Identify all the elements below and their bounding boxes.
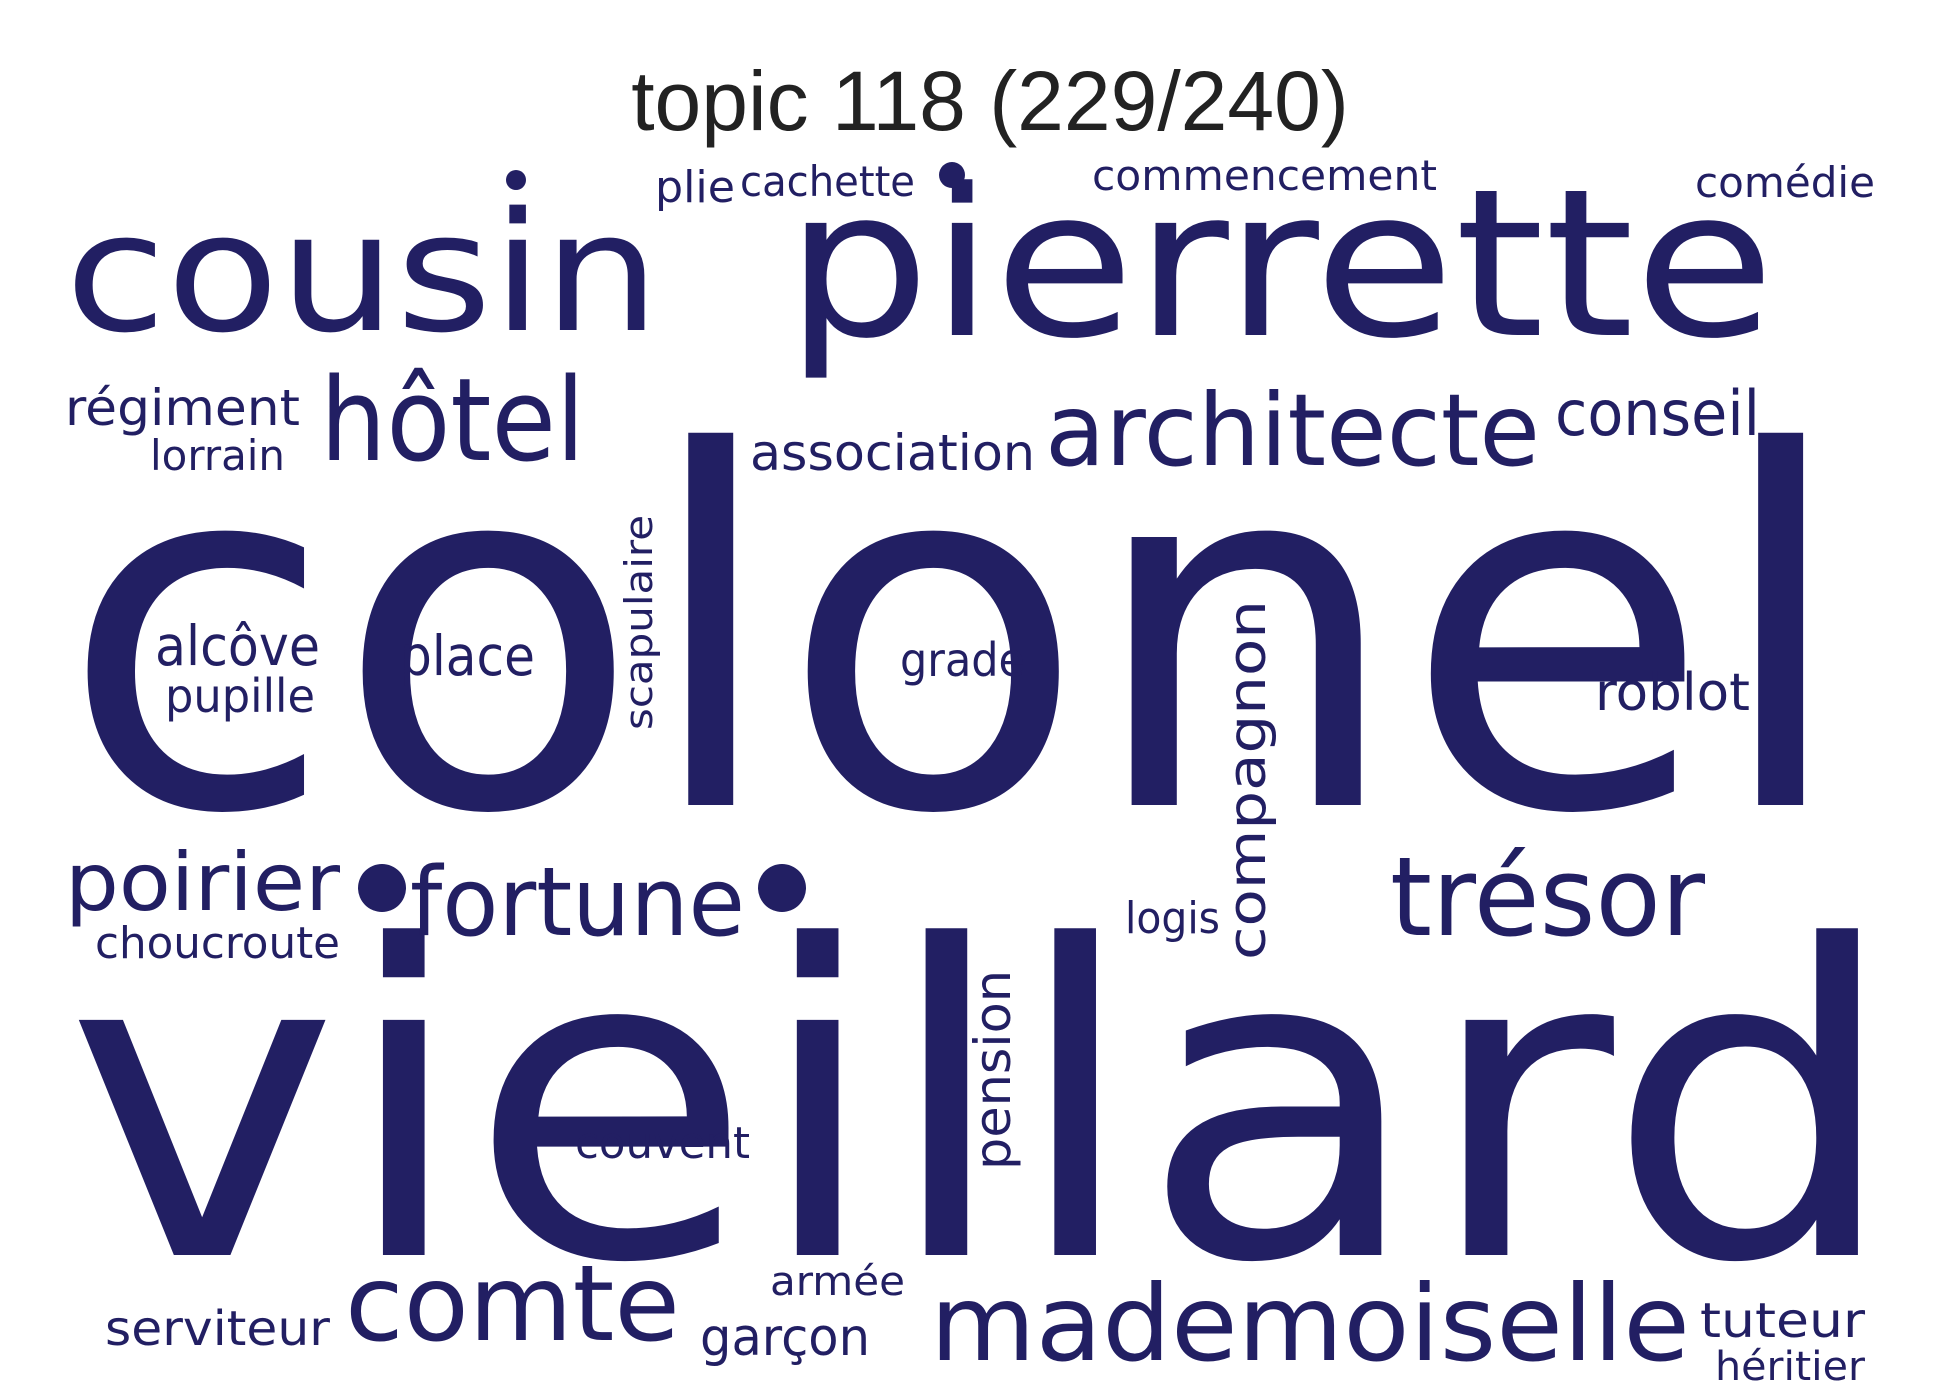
dot-poirier (358, 864, 406, 912)
word-commencement: commencement (1092, 151, 1437, 200)
word-garcon: garçon (700, 1308, 870, 1368)
word-colonel: colonel (60, 350, 1850, 921)
word-armee: armée (770, 1259, 905, 1305)
chart-title: topic 118 (229/240) (631, 54, 1349, 148)
word-roblot: roblot (1595, 663, 1750, 723)
word-comedie: comédie (1695, 158, 1875, 207)
word-serviteur: serviteur (105, 1301, 330, 1357)
dot-top-middle (939, 162, 965, 188)
word-association: association (750, 424, 1035, 482)
word-fortune: fortune (410, 848, 745, 958)
word-choucroute: choucroute (95, 918, 340, 969)
word-alcove: alcôve (155, 614, 320, 678)
word-poirier: poirier (65, 836, 340, 929)
word-tresor: trésor (1390, 833, 1706, 961)
word-regiment: régiment (65, 379, 300, 437)
word-plie: plie (655, 162, 735, 213)
word-scapulaire: scapulaire (617, 515, 661, 730)
word-cachette: cachette (740, 157, 915, 206)
word-conseil: conseil (1555, 377, 1760, 450)
word-pension: pension (964, 970, 1022, 1170)
word-pupille: pupille (165, 669, 315, 723)
word-hotel: hôtel (320, 354, 585, 488)
word-comte: comte (345, 1243, 680, 1365)
word-place: place (400, 624, 535, 688)
word-mademoiselle: mademoiselle (930, 1263, 1690, 1385)
word-cousin: cousin (65, 177, 660, 369)
word-architecte: architecte (1045, 372, 1540, 489)
dot-top-left (506, 170, 526, 190)
word-tuteur: tuteur (1700, 1293, 1865, 1349)
word-grade: grade (900, 633, 1025, 687)
word-logis: logis (1125, 893, 1220, 944)
word-vieillard: vieillard (65, 857, 1900, 1357)
word-couvent: couvent (575, 1118, 750, 1169)
word-heritier: héritier (1715, 1344, 1866, 1390)
dot-fortune (758, 864, 806, 912)
word-compagnon: compagnon (1218, 600, 1278, 960)
word-lorrain: lorrain (150, 431, 285, 480)
